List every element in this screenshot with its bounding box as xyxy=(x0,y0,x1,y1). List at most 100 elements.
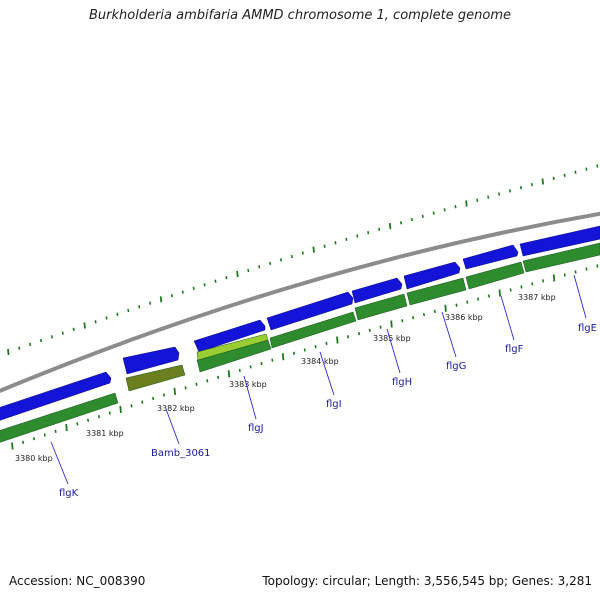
minor-tick xyxy=(39,338,43,343)
cds-arrow-flgE xyxy=(519,225,600,257)
genome-backbone xyxy=(0,211,600,394)
minor-tick xyxy=(50,335,53,339)
minor-tick xyxy=(368,328,371,333)
minor-tick xyxy=(563,173,566,177)
gene-track xyxy=(0,242,600,443)
leader-line-flgF xyxy=(500,295,515,341)
gene-label-flgF: flgF xyxy=(505,344,524,355)
minor-tick xyxy=(269,261,272,266)
kbp-label: 3383 kbp xyxy=(229,380,267,389)
minor-tick xyxy=(43,433,46,437)
gene-label-flgK: flgK xyxy=(59,488,79,499)
minor-tick xyxy=(314,345,317,349)
gene-leader-lines xyxy=(50,274,587,485)
minor-tick xyxy=(181,290,184,294)
minor-tick xyxy=(260,361,263,366)
minor-tick xyxy=(152,396,155,401)
gene-bar-flgG xyxy=(406,277,467,306)
cds-arrow-flgJ xyxy=(193,319,266,353)
minor-tick xyxy=(195,382,198,386)
gene-bar-flgH xyxy=(354,293,408,321)
minor-tick xyxy=(487,195,490,199)
minor-tick xyxy=(29,342,32,347)
minor-tick xyxy=(596,164,599,168)
minor-tick xyxy=(247,268,250,273)
minor-tick xyxy=(432,211,435,215)
major-tick xyxy=(119,405,122,413)
major-tick xyxy=(7,348,10,356)
leader-line-bamb3061 xyxy=(165,408,180,445)
minor-tick xyxy=(421,214,424,218)
minor-tick xyxy=(138,305,141,309)
major-tick xyxy=(444,304,447,312)
minor-tick xyxy=(162,393,166,397)
major-tick xyxy=(65,424,68,432)
minor-tick xyxy=(61,331,64,335)
major-tick xyxy=(388,223,392,230)
minor-tick xyxy=(72,327,75,331)
minor-tick xyxy=(466,300,469,304)
minor-tick xyxy=(422,312,426,317)
minor-tick xyxy=(367,231,370,235)
major-tick xyxy=(173,387,176,395)
major-tick xyxy=(465,200,468,207)
gene-label-flgE: flgE xyxy=(578,323,597,334)
gene-bar-flgE xyxy=(522,242,600,273)
minor-tick xyxy=(217,375,220,379)
minor-tick xyxy=(552,176,555,181)
major-tick xyxy=(390,320,393,328)
minor-tick xyxy=(127,308,130,313)
map-title: Burkholderia ambifaria AMMD chromosome 1… xyxy=(88,8,512,23)
major-tick xyxy=(552,274,556,282)
leader-line-flgI xyxy=(319,351,335,396)
minor-tick xyxy=(596,264,599,268)
leader-line-flgJ xyxy=(243,375,257,420)
major-tick xyxy=(11,442,14,450)
gene-label-bamb3061: Bamb_3061 xyxy=(151,448,211,459)
major-tick xyxy=(281,353,285,361)
minor-tick xyxy=(76,422,79,426)
minor-tick xyxy=(520,285,523,289)
gene-bar-flgI xyxy=(269,311,357,349)
minor-tick xyxy=(206,379,209,383)
minor-tick xyxy=(116,312,119,316)
minor-tick xyxy=(509,288,512,292)
minor-tick xyxy=(412,316,415,320)
cds-arrow-flgG xyxy=(403,261,461,290)
minor-tick xyxy=(433,309,436,314)
minor-tick xyxy=(347,335,350,339)
minor-tick xyxy=(225,275,228,280)
minor-tick xyxy=(94,320,97,324)
cds-arrow-flgF xyxy=(462,244,519,270)
minor-tick xyxy=(508,189,512,193)
kbp-scale: 3380 kbp 3381 kbp 3382 kbp 3383 kbp 3384… xyxy=(15,293,556,463)
major-tick xyxy=(336,336,339,344)
cds-arrow-flgI xyxy=(266,291,354,331)
minor-tick xyxy=(323,244,326,248)
minor-tick xyxy=(357,331,361,336)
gene-bar-bamb3061 xyxy=(125,364,186,392)
major-tick xyxy=(236,270,239,278)
minor-tick xyxy=(401,319,404,323)
leader-line-flgK xyxy=(50,441,69,485)
leader-line-flgH xyxy=(386,328,401,374)
genome-stats-text: Topology: circular; Length: 3,556,545 bp… xyxy=(262,574,592,588)
kbp-label: 3384 kbp xyxy=(301,357,339,366)
minor-tick xyxy=(97,414,101,419)
cds-arrow-flgH xyxy=(351,277,403,304)
minor-tick xyxy=(345,237,348,242)
cds-arrow-bamb3061 xyxy=(122,346,180,375)
minor-tick xyxy=(542,279,545,283)
minor-tick xyxy=(292,351,296,355)
minor-tick xyxy=(32,436,36,441)
minor-tick xyxy=(290,254,293,259)
gene-bar-flgK xyxy=(0,392,119,443)
minor-tick xyxy=(192,286,195,291)
minor-tick xyxy=(574,170,577,174)
major-tick xyxy=(312,246,315,253)
leader-line-flgG xyxy=(441,311,457,358)
gene-highlight-flgJ xyxy=(196,333,269,361)
minor-tick xyxy=(170,294,173,298)
minor-tick xyxy=(563,273,566,277)
